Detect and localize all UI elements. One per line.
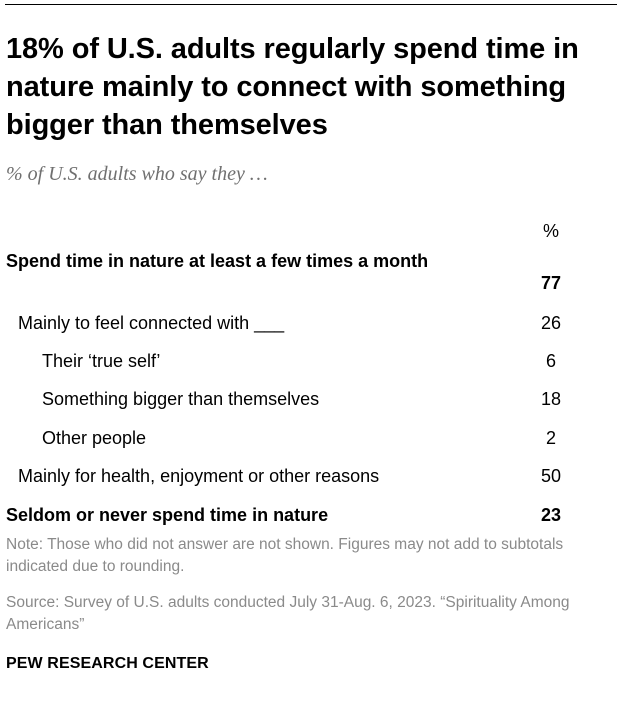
row-label: Something bigger than themselves [42, 389, 320, 409]
row-label: Seldom or never spend time in nature [6, 505, 329, 525]
column-header-percent: % [542, 221, 559, 241]
row-label: Spend time in nature at least a few time… [6, 251, 429, 271]
chart-subtitle: % of U.S. adults who say they … [6, 163, 268, 185]
row-value: 26 [540, 313, 562, 333]
row-value: 23 [540, 505, 562, 525]
row-value: 18 [540, 389, 562, 409]
row-value: 6 [545, 351, 556, 371]
source-text: Source: Survey of U.S. adults conducted … [6, 594, 570, 633]
row-value: 2 [545, 428, 556, 448]
row-label: Mainly to feel connected with ___ [18, 313, 285, 333]
row-label: Other people [42, 428, 147, 448]
note-text: Note: Those who did not answer are not s… [6, 536, 564, 575]
chart-title: 18% of U.S. adults regularly spend time … [6, 33, 579, 141]
row-label: Their ‘true self’ [42, 351, 161, 371]
row-label: Mainly for health, enjoyment or other re… [18, 466, 380, 486]
row-value: 50 [540, 466, 562, 486]
pew-research-center-logo: PEW RESEARCH CENTER [6, 655, 209, 672]
top-rule [5, 4, 617, 5]
row-value: 77 [540, 273, 562, 293]
